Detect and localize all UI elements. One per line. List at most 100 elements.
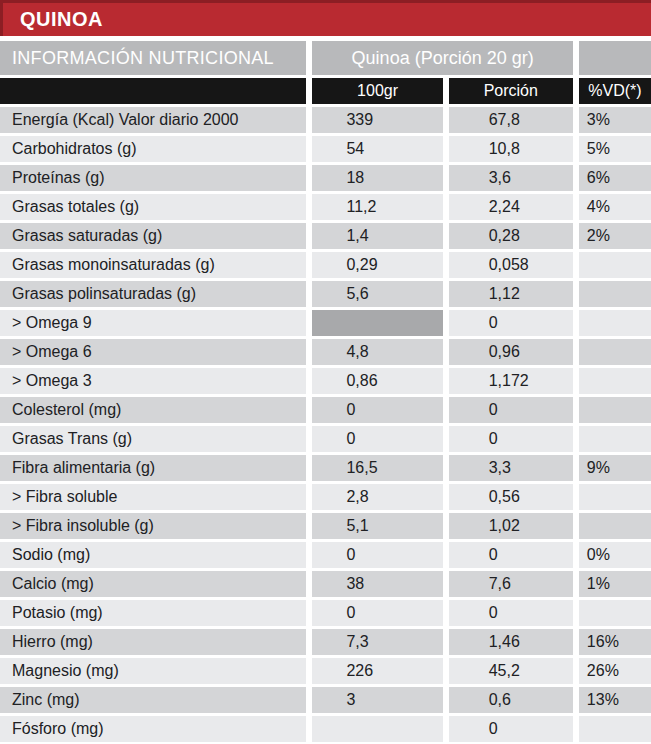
value-100gr: 0,29: [312, 252, 442, 278]
nutrition-table: INFORMACIÓN NUTRICIONAL Quinoa (Porción …: [0, 41, 651, 742]
nutrient-label: Grasas polinsaturadas (g): [0, 281, 306, 307]
value-portion: 10,8: [449, 136, 573, 162]
nutrient-label: Magnesio (mg): [0, 658, 306, 684]
nutrient-label: Hierro (mg): [0, 629, 306, 655]
value-portion: 2,24: [449, 194, 573, 220]
value-vd: [579, 513, 651, 539]
value-portion: 0: [449, 716, 573, 742]
table-row: > Omega 9 0: [0, 310, 651, 336]
table-row: > Omega 3 0,86 1,172: [0, 368, 651, 394]
value-100gr: 339: [312, 107, 442, 133]
col-header-porcion: Porción: [449, 78, 573, 104]
nutrient-label: > Omega 3: [0, 368, 306, 394]
value-100gr: 0,86: [312, 368, 442, 394]
value-portion: 0,56: [449, 484, 573, 510]
value-100gr: 226: [312, 658, 442, 684]
table-row: > Fibra soluble 2,8 0,56: [0, 484, 651, 510]
value-vd: [579, 484, 651, 510]
col-header-empty: [0, 78, 306, 104]
value-portion: 0,28: [449, 223, 573, 249]
nutrient-label: Grasas monoinsaturadas (g): [0, 252, 306, 278]
value-100gr: 4,8: [312, 339, 442, 365]
nutrient-label: Zinc (mg): [0, 687, 306, 713]
table-row: Potasio (mg) 0 0: [0, 600, 651, 626]
value-100gr: 0: [312, 600, 442, 626]
value-100gr: 16,5: [312, 455, 442, 481]
value-100gr: 11,2: [312, 194, 442, 220]
table-row: Carbohidratos (g) 54 10,8 5%: [0, 136, 651, 162]
value-vd: 26%: [579, 658, 651, 684]
table-row: Sodio (mg) 0 0 0%: [0, 542, 651, 568]
value-100gr: 2,8: [312, 484, 442, 510]
value-100gr: 38: [312, 571, 442, 597]
value-100gr: 3: [312, 687, 442, 713]
table-row: Colesterol (mg) 0 0: [0, 397, 651, 423]
page-title: QUINOA: [20, 8, 103, 31]
nutrient-label: Proteínas (g): [0, 165, 306, 191]
table-row: Grasas totales (g) 11,2 2,24 4%: [0, 194, 651, 220]
value-100gr: 0: [312, 426, 442, 452]
table-row: Hierro (mg) 7,3 1,46 16%: [0, 629, 651, 655]
value-100gr: 1,4: [312, 223, 442, 249]
value-vd: [579, 252, 651, 278]
table-row: Energía (Kcal) Valor diario 2000 339 67,…: [0, 107, 651, 133]
info-header-label: INFORMACIÓN NUTRICIONAL: [0, 41, 306, 75]
value-100gr: [312, 716, 442, 742]
nutrient-label: Fósforo (mg): [0, 716, 306, 742]
value-portion: 1,02: [449, 513, 573, 539]
table-body: Energía (Kcal) Valor diario 2000 339 67,…: [0, 107, 651, 742]
value-vd: [579, 368, 651, 394]
value-vd: [579, 339, 651, 365]
value-portion: 3,3: [449, 455, 573, 481]
value-vd: 9%: [579, 455, 651, 481]
info-header-row: INFORMACIÓN NUTRICIONAL Quinoa (Porción …: [0, 41, 651, 75]
nutrient-label: Grasas Trans (g): [0, 426, 306, 452]
value-portion: 1,12: [449, 281, 573, 307]
value-vd: [579, 397, 651, 423]
table-row: Magnesio (mg) 226 45,2 26%: [0, 658, 651, 684]
value-portion: 67,8: [449, 107, 573, 133]
table-row: Grasas monoinsaturadas (g) 0,29 0,058: [0, 252, 651, 278]
table-row: Grasas polinsaturadas (g) 5,6 1,12: [0, 281, 651, 307]
value-portion: 1,172: [449, 368, 573, 394]
value-portion: 0: [449, 426, 573, 452]
value-100gr: 0: [312, 542, 442, 568]
value-portion: 7,6: [449, 571, 573, 597]
value-100gr: [312, 310, 442, 336]
value-portion: 0,6: [449, 687, 573, 713]
value-100gr: 7,3: [312, 629, 442, 655]
nutrient-label: Fibra alimentaria (g): [0, 455, 306, 481]
info-header-empty-cell: [579, 41, 651, 75]
nutrient-label: Potasio (mg): [0, 600, 306, 626]
value-vd: [579, 426, 651, 452]
value-100gr: 54: [312, 136, 442, 162]
value-vd: 16%: [579, 629, 651, 655]
value-100gr: 0: [312, 397, 442, 423]
value-vd: 5%: [579, 136, 651, 162]
table-row: Grasas saturadas (g) 1,4 0,28 2%: [0, 223, 651, 249]
table-row: > Fibra insoluble (g) 5,1 1,02: [0, 513, 651, 539]
value-100gr: 5,6: [312, 281, 442, 307]
value-portion: 1,46: [449, 629, 573, 655]
value-portion: 3,6: [449, 165, 573, 191]
nutrient-label: Colesterol (mg): [0, 397, 306, 423]
value-portion: 45,2: [449, 658, 573, 684]
title-bar: QUINOA: [0, 0, 651, 36]
nutrient-label: > Omega 9: [0, 310, 306, 336]
value-100gr: 5,1: [312, 513, 442, 539]
product-header: Quinoa (Porción 20 gr): [312, 41, 572, 75]
value-vd: 13%: [579, 687, 651, 713]
value-vd: 6%: [579, 165, 651, 191]
value-vd: [579, 716, 651, 742]
nutrient-label: Sodio (mg): [0, 542, 306, 568]
table-row: Fósforo (mg) 0: [0, 716, 651, 742]
nutrient-label: Grasas totales (g): [0, 194, 306, 220]
value-portion: 0: [449, 397, 573, 423]
value-portion: 0: [449, 310, 573, 336]
table-row: Grasas Trans (g) 0 0: [0, 426, 651, 452]
nutrition-table-wrap: INFORMACIÓN NUTRICIONAL Quinoa (Porción …: [0, 41, 651, 742]
nutrient-label: Grasas saturadas (g): [0, 223, 306, 249]
value-vd: 3%: [579, 107, 651, 133]
nutrient-label: > Fibra insoluble (g): [0, 513, 306, 539]
value-vd: 1%: [579, 571, 651, 597]
